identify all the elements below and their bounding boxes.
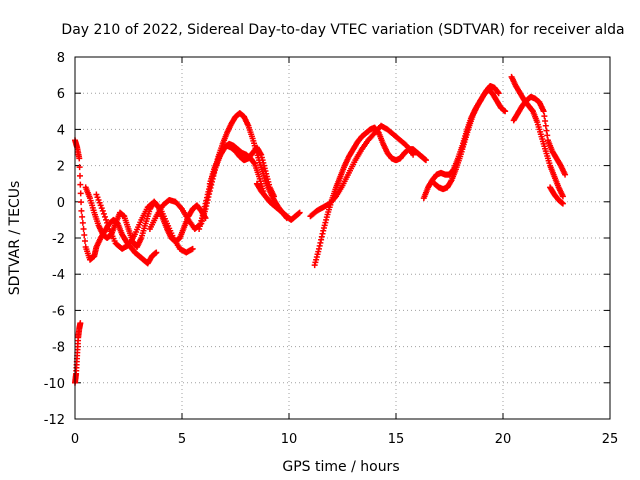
y-tick-label: 6	[57, 87, 65, 102]
data-point	[502, 108, 509, 115]
y-tick-label: -2	[52, 232, 65, 247]
data-point	[559, 200, 566, 207]
series-sat-m	[508, 73, 566, 200]
y-tick-label: -4	[52, 268, 65, 283]
data-point	[332, 194, 339, 201]
grid	[75, 57, 610, 419]
data-point	[78, 199, 85, 206]
y-tick-label: -12	[44, 413, 65, 428]
series-sat-b	[72, 320, 84, 386]
y-tick-label: 8	[57, 51, 65, 66]
data-point	[422, 157, 429, 164]
data-point	[104, 219, 111, 226]
data-point	[177, 204, 184, 211]
y-axis-label: SDTVAR / TECUs	[7, 181, 23, 296]
y-tick-label: 2	[57, 160, 65, 175]
y-tick-labels: 8 6 4 2 0 -2 -4 -6 -8 -10 -12	[44, 51, 65, 428]
data-point	[79, 219, 86, 226]
data-point	[495, 90, 502, 97]
y-tick-label: -10	[44, 377, 65, 392]
x-tick-labels: 0 5 10 15 20 25	[71, 432, 618, 447]
y-tick-label: 0	[57, 196, 65, 211]
data-point	[77, 181, 84, 188]
series-sat-l	[431, 82, 502, 193]
series-sat-i	[311, 124, 429, 269]
series-sat-o	[547, 184, 566, 207]
x-tick-label: 25	[602, 432, 619, 447]
series-sat-g	[206, 142, 278, 200]
data-point	[103, 216, 110, 223]
data-point	[410, 151, 417, 158]
data-point	[76, 155, 83, 162]
data-point	[153, 249, 160, 256]
series-sat-h	[253, 180, 303, 223]
y-tick-label: 4	[57, 123, 65, 138]
data-point	[189, 245, 196, 252]
data-point	[562, 171, 569, 178]
x-tick-label: 10	[281, 432, 298, 447]
data-point	[105, 222, 112, 229]
y-tick-label: -8	[52, 341, 65, 356]
data-point	[76, 164, 83, 171]
data-point	[296, 209, 303, 216]
data-point	[79, 213, 86, 220]
series-sat-n	[510, 93, 569, 178]
data-point	[99, 207, 106, 214]
x-tick-label: 15	[388, 432, 405, 447]
data-point	[78, 207, 85, 214]
data-point	[81, 238, 88, 245]
series-sat-j	[307, 122, 417, 220]
data-point	[559, 193, 566, 200]
chart-title: Day 210 of 2022, Sidereal Day-to-day VTE…	[61, 22, 624, 38]
data-point	[77, 320, 84, 327]
data-point	[77, 190, 84, 197]
data-point	[100, 210, 107, 217]
data-point	[80, 225, 87, 232]
data-point	[101, 213, 108, 220]
y-tick-label: -6	[52, 304, 65, 319]
data-point	[76, 172, 83, 179]
x-tick-label: 5	[178, 432, 186, 447]
x-axis-label: GPS time / hours	[282, 459, 399, 475]
data-points	[72, 73, 569, 386]
x-tick-label: 20	[495, 432, 512, 447]
x-tick-label: 0	[71, 432, 79, 447]
data-point	[271, 193, 278, 200]
data-point	[81, 231, 88, 238]
plot-frame	[74, 56, 611, 420]
